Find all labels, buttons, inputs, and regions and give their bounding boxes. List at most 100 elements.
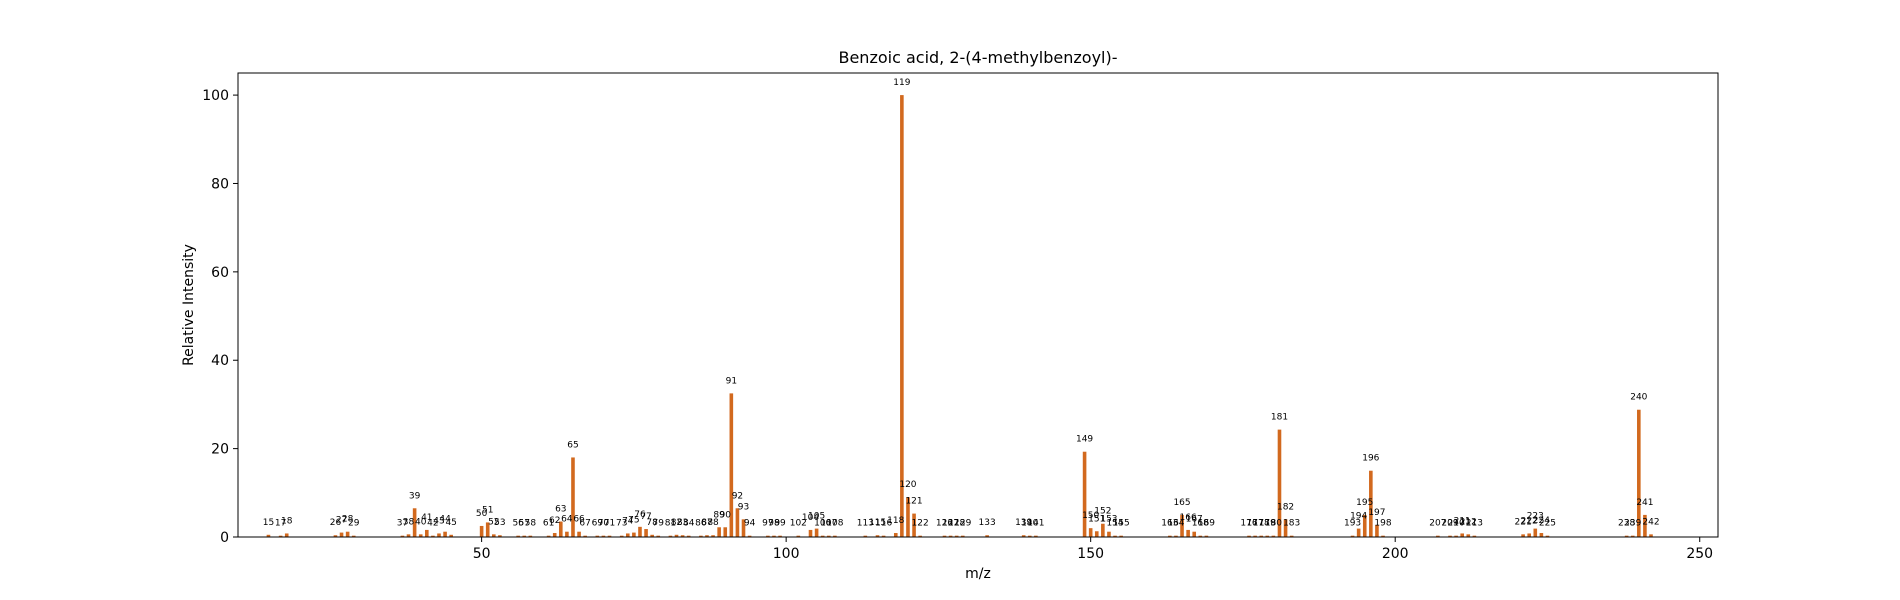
peak-label-211: 211 — [1454, 516, 1471, 526]
peak-bar-165 — [1180, 514, 1184, 537]
y-tick-label-20: 20 — [211, 442, 229, 458]
peak-bar-39 — [412, 508, 417, 537]
peak-bar-86 — [699, 535, 703, 537]
peak-label-113: 113 — [857, 519, 874, 529]
peak-label-209: 209 — [1441, 519, 1458, 529]
peak-bar-61 — [546, 535, 551, 537]
peak-bar-128 — [954, 535, 959, 537]
chart-title: Benzoic acid, 2-(4-methylbenzoyl)- — [838, 48, 1117, 67]
peak-bar-221 — [1521, 534, 1525, 537]
peak-bar-58 — [528, 535, 533, 537]
peak-bar-127 — [948, 535, 953, 537]
peak-bar-98 — [772, 535, 776, 537]
peak-label-91: 91 — [726, 376, 737, 386]
peak-bar-45 — [449, 534, 453, 537]
peak-label-116: 116 — [875, 519, 892, 529]
peak-label-198: 198 — [1374, 519, 1391, 529]
peak-label-50: 50 — [476, 509, 488, 519]
peak-bar-29 — [351, 535, 356, 537]
peak-label-71: 71 — [604, 519, 615, 529]
peak-bar-79 — [656, 535, 661, 537]
peak-label-17: 17 — [275, 519, 286, 529]
peak-label-89: 89 — [713, 510, 725, 520]
peak-bar-27 — [339, 532, 344, 537]
peak-label-58: 58 — [525, 519, 537, 529]
peak-label-69: 69 — [592, 519, 604, 529]
peak-label-238: 238 — [1618, 519, 1635, 529]
peak-bar-213 — [1472, 535, 1477, 537]
peak-bar-78 — [650, 534, 654, 537]
peak-label-210: 210 — [1448, 519, 1465, 529]
peak-bar-211 — [1460, 533, 1464, 537]
peak-bar-15 — [266, 534, 271, 537]
peak-bar-77 — [644, 529, 648, 537]
x-tick-label-100: 100 — [773, 546, 800, 562]
peak-bar-212 — [1466, 534, 1471, 537]
peak-bar-102 — [796, 535, 801, 537]
peak-bar-97 — [766, 535, 770, 537]
peak-label-166: 166 — [1180, 513, 1197, 523]
plot-frame — [237, 72, 1719, 538]
peak-label-120: 120 — [899, 480, 916, 490]
peak-label-41: 41 — [421, 513, 432, 523]
peak-bar-167 — [1192, 531, 1197, 537]
y-tick-label-40: 40 — [211, 353, 229, 369]
peak-label-27: 27 — [336, 516, 347, 526]
peak-label-18: 18 — [281, 516, 293, 526]
peak-label-62: 62 — [549, 516, 560, 526]
peak-label-74: 74 — [622, 516, 634, 526]
peak-bar-76 — [638, 526, 642, 537]
peak-label-70: 70 — [598, 519, 610, 529]
peak-label-28: 28 — [342, 515, 354, 525]
peak-bar-56 — [516, 535, 520, 537]
x-axis-label: m/z — [965, 566, 991, 582]
peak-bar-28 — [345, 531, 350, 537]
peak-bar-38 — [406, 534, 411, 537]
peak-label-78: 78 — [646, 518, 658, 528]
peak-label-44: 44 — [439, 515, 451, 525]
peak-bar-87 — [705, 535, 709, 537]
peak-bar-42 — [431, 535, 435, 537]
peak-bar-181 — [1277, 429, 1282, 537]
peak-label-73: 73 — [616, 519, 627, 529]
x-tick-label-250: 250 — [1686, 546, 1713, 562]
peak-label-165: 165 — [1173, 498, 1190, 508]
peak-bar-44 — [443, 531, 447, 537]
peak-label-239: 239 — [1624, 519, 1641, 529]
peak-bar-71 — [607, 535, 612, 537]
peak-label-128: 128 — [948, 519, 965, 529]
peak-bar-18 — [284, 533, 289, 537]
peak-bar-163 — [1168, 535, 1172, 537]
peak-bar-126 — [942, 535, 947, 537]
peak-label-86: 86 — [695, 519, 707, 529]
peak-label-180: 180 — [1265, 519, 1282, 529]
peak-label-178: 178 — [1253, 519, 1270, 529]
peak-bar-154 — [1113, 535, 1117, 537]
peak-label-102: 102 — [790, 519, 807, 529]
peak-bar-193 — [1350, 535, 1355, 537]
peak-bar-66 — [577, 531, 581, 537]
peak-label-176: 176 — [1240, 519, 1257, 529]
peak-label-153: 153 — [1100, 515, 1117, 525]
peak-label-150: 150 — [1082, 511, 1099, 521]
peak-label-65: 65 — [567, 440, 578, 450]
peak-label-164: 164 — [1167, 519, 1184, 529]
peak-bar-180 — [1271, 535, 1276, 537]
peak-bar-178 — [1259, 535, 1264, 537]
peak-label-152: 152 — [1094, 507, 1111, 517]
peak-bar-133 — [985, 535, 989, 537]
peak-label-87: 87 — [701, 518, 712, 528]
peak-bar-121 — [912, 513, 916, 537]
peak-label-155: 155 — [1113, 519, 1130, 529]
peak-label-139: 139 — [1015, 518, 1032, 528]
peak-label-61: 61 — [543, 519, 554, 529]
peak-label-213: 213 — [1466, 519, 1483, 529]
y-axis-ticks: 0 20 40 60 80 100 — [202, 88, 238, 546]
peak-bar-222 — [1527, 533, 1531, 537]
peak-label-223: 223 — [1527, 512, 1544, 522]
peak-bar-223 — [1533, 528, 1538, 537]
peak-bar-151 — [1094, 531, 1099, 537]
peak-label-167: 167 — [1186, 515, 1203, 525]
peak-label-151: 151 — [1088, 514, 1105, 524]
peak-label-77: 77 — [640, 512, 651, 522]
